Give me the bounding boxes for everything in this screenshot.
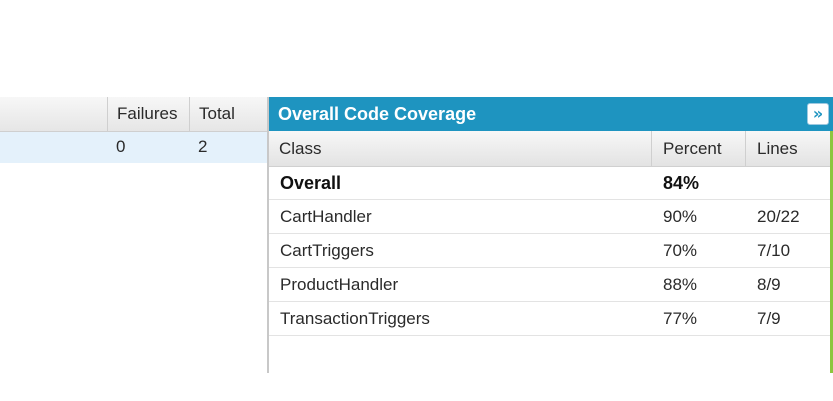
coverage-percent: 77% [663, 309, 698, 328]
test-results-panel: Failures Total 0 2 [0, 97, 267, 372]
code-coverage-title: Overall Code Coverage [278, 104, 477, 124]
code-coverage-title-bar: Overall Code Coverage » [269, 97, 833, 131]
coverage-row[interactable]: CartTriggers 70% 7/10 [269, 235, 830, 268]
coverage-lines: 8/9 [757, 275, 781, 294]
class-name: CartTriggers [280, 241, 374, 260]
column-header-total[interactable]: Total [189, 97, 267, 131]
total-value: 2 [198, 137, 208, 156]
class-name: ProductHandler [280, 275, 399, 294]
class-name: TransactionTriggers [280, 309, 430, 328]
column-header-class[interactable]: Class [279, 139, 322, 158]
test-results-header: Failures Total [0, 97, 267, 132]
expand-icon[interactable]: » [807, 103, 829, 125]
coverage-percent: 84% [663, 173, 700, 193]
test-results-row[interactable]: 0 2 [0, 132, 267, 163]
panel-accent-edge [830, 131, 833, 373]
code-coverage-panel: Overall Code Coverage » Class Percent Li… [267, 97, 833, 373]
coverage-lines: 7/9 [757, 309, 781, 328]
column-header-failures[interactable]: Failures [107, 97, 189, 131]
coverage-lines: 7/10 [757, 241, 791, 260]
column-header-lines[interactable]: Lines [745, 131, 830, 166]
column-header-percent[interactable]: Percent [651, 131, 745, 166]
coverage-table-header: Class Percent Lines [269, 131, 830, 167]
class-name: Overall [280, 173, 342, 193]
coverage-percent: 88% [663, 275, 698, 294]
coverage-row[interactable]: ProductHandler 88% 8/9 [269, 269, 830, 302]
coverage-percent: 70% [663, 241, 698, 260]
coverage-percent: 90% [663, 207, 698, 226]
coverage-lines: 20/22 [757, 207, 800, 226]
coverage-row[interactable]: CartHandler 90% 20/22 [269, 201, 830, 234]
coverage-row-overall: Overall 84% [269, 167, 830, 200]
coverage-row[interactable]: TransactionTriggers 77% 7/9 [269, 303, 830, 336]
failures-value: 0 [116, 137, 126, 156]
class-name: CartHandler [280, 207, 372, 226]
